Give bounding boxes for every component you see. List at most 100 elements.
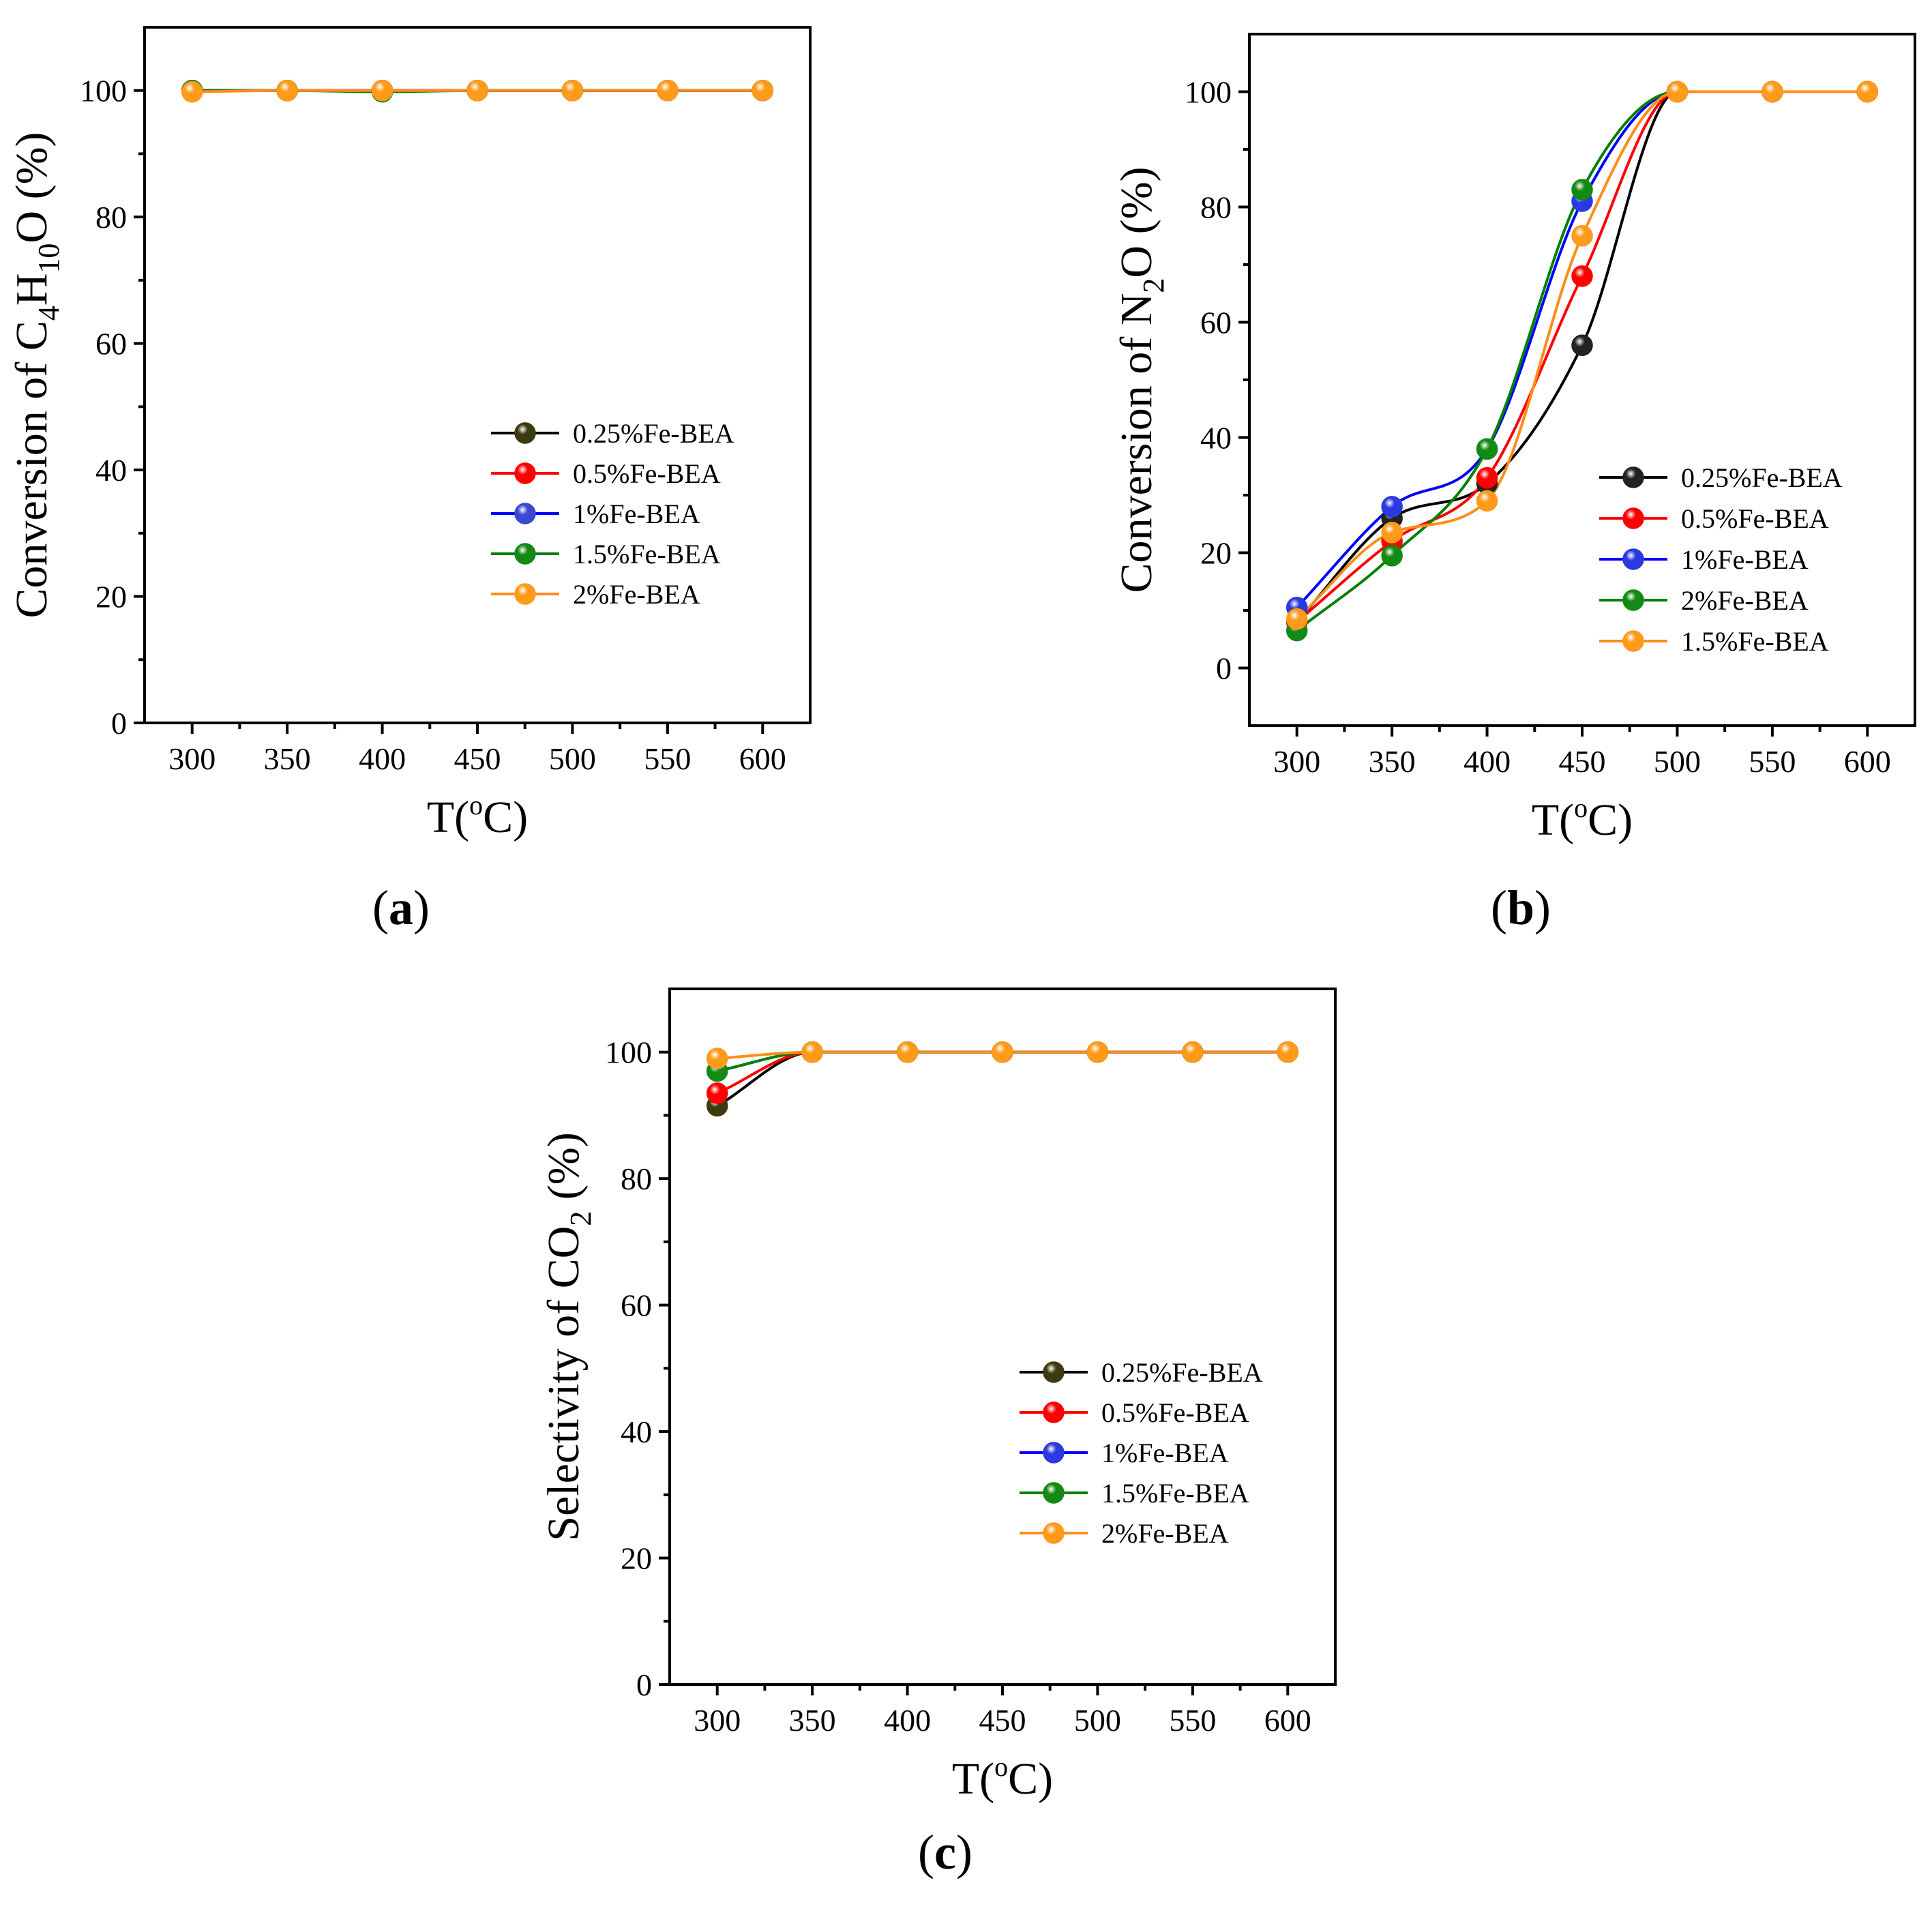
panel-label-b-open: ( [1491,880,1507,935]
data-point-b-4 [1571,225,1593,247]
legend-label-4: 2%Fe-BEA [1101,1518,1229,1549]
x-tick-label: 500 [1654,744,1701,779]
x-axis-label-part: C) [483,792,528,842]
y-axis-label-part: O (%) [1112,166,1161,278]
data-point-b-1 [1476,466,1498,489]
legend-marker-4 [1622,630,1644,652]
x-tick-label: 400 [1463,744,1511,779]
y-tick-label: 100 [1185,75,1232,110]
legend-label-4: 2%Fe-BEA [573,579,700,610]
data-point-b-0 [1571,334,1593,357]
legend-marker-3 [1622,589,1644,611]
legend-marker-2 [1043,1442,1065,1464]
x-tick-label: 450 [979,1703,1026,1738]
legend-marker-0 [1043,1361,1065,1383]
panel-label-c-close: ) [955,1825,972,1880]
chart-panel-c: 300 350 400 450 500 550 600 0 20 40 60 80 100 T(oC) Se… [532,955,1364,1821]
y-tick-label: 20 [95,580,127,614]
y-tick-label: 80 [1200,190,1232,225]
legend-label-1: 0.5%Fe-BEA [1681,503,1829,534]
data-point-b-3 [1476,438,1498,460]
x-axis-label: T(oC) [952,1751,1053,1804]
x-tick-label: 450 [454,741,501,776]
data-point-b-4 [1762,80,1783,103]
legend-label-1: 0.5%Fe-BEA [1101,1397,1249,1428]
chart-b-svg: 300 350 400 450 500 550 600 0 20 40 60 80 100 T(oC) Co… [1112,33,1916,845]
x-tick-label: 500 [549,741,596,776]
data-point-b-3 [1571,179,1593,201]
y-tick-label: 0 [111,706,127,741]
y-axis-label: Selectivity of CO2 (%) [539,1132,597,1541]
x-axis-label-part: T( [952,1754,994,1804]
legend-label-0: 0.25%Fe-BEA [573,418,734,449]
legend-label-2: 1%Fe-BEA [1681,544,1809,575]
data-point-b-4 [1476,490,1498,512]
y-tick-label: 80 [95,200,127,235]
legend-label-0: 0.25%Fe-BEA [1681,462,1843,493]
legend-marker-3 [514,543,536,565]
y-axis-label-part: Selectivity of CO [539,1226,589,1541]
data-point-c-4 [1086,1041,1109,1063]
data-point-a-4 [657,79,679,102]
legend-label-1: 0.5%Fe-BEA [573,458,721,489]
data-point-b-1 [1571,265,1593,287]
panel-label-c-letter: c [934,1825,956,1880]
x-tick-label: 300 [694,1703,741,1738]
y-tick-label: 40 [621,1414,652,1449]
data-point-a-4 [752,79,774,102]
panel-label-c: (c) [918,1824,972,1881]
y-axis-label-sub: 2 [1137,278,1170,293]
y-tick-label: 60 [621,1288,652,1323]
data-point-b-2 [1381,496,1403,518]
legend-label-3: 1.5%Fe-BEA [1101,1478,1249,1509]
legend-label-2: 1%Fe-BEA [1101,1438,1229,1468]
legend-label-4: 1.5%Fe-BEA [1681,626,1829,657]
y-axis-label-sub: 2 [564,1211,597,1226]
x-axis-label-sup: o [469,790,483,820]
x-tick-label: 400 [884,1703,931,1738]
x-tick-label: 600 [1264,1703,1311,1738]
y-tick-label: 80 [621,1161,652,1196]
x-axis-label: T(oC) [427,790,528,842]
legend-marker-2 [514,503,536,524]
x-axis-label-sup: o [994,1751,1008,1782]
data-point-b-4 [1381,522,1403,544]
chart-panel-a: 300 350 400 450 500 550 600 0 20 40 60 80 100 T(oC) Co… [0,0,832,866]
data-point-c-4 [992,1041,1013,1063]
x-tick-label: 550 [1169,1703,1216,1738]
legend-label-0: 0.25%Fe-BEA [1101,1357,1263,1388]
x-tick-label: 450 [1559,744,1606,779]
y-tick-label: 40 [95,453,127,488]
x-tick-label: 550 [1749,744,1796,779]
y-axis-label: Conversion of C4H10O (%) [7,132,65,618]
panel-label-c-open: ( [918,1825,934,1880]
data-point-c-4 [706,1048,728,1069]
panel-label-b: (b) [1491,880,1551,936]
data-point-c-4 [801,1041,823,1063]
plot-frame [143,26,812,724]
legend-marker-4 [514,583,536,605]
y-tick-label: 0 [1216,651,1232,686]
x-tick-label: 350 [1369,744,1416,779]
data-point-c-4 [896,1041,919,1063]
x-tick-label: 600 [739,741,786,776]
x-tick-label: 600 [1844,744,1891,779]
data-point-a-4 [466,79,488,102]
legend-marker-4 [1043,1522,1065,1544]
y-tick-label: 60 [95,327,127,361]
x-tick-label: 400 [359,741,406,776]
y-axis-label-part: Conversion of N [1112,293,1161,593]
plot-frame [668,988,1337,1686]
legend-marker-2 [1622,548,1644,570]
y-tick-label: 40 [1200,421,1232,456]
legend-marker-1 [1622,507,1644,529]
y-tick-label: 20 [621,1541,652,1576]
legend-marker-0 [1622,466,1644,488]
x-axis-label-part: T( [427,792,469,842]
legend-marker-1 [1043,1401,1065,1423]
x-axis-label-part: C) [1588,795,1633,845]
x-axis-label: T(oC) [1532,792,1633,845]
x-tick-label: 300 [168,741,216,776]
legend-marker-1 [514,462,536,484]
y-axis-label-sub: 4 [32,306,65,321]
